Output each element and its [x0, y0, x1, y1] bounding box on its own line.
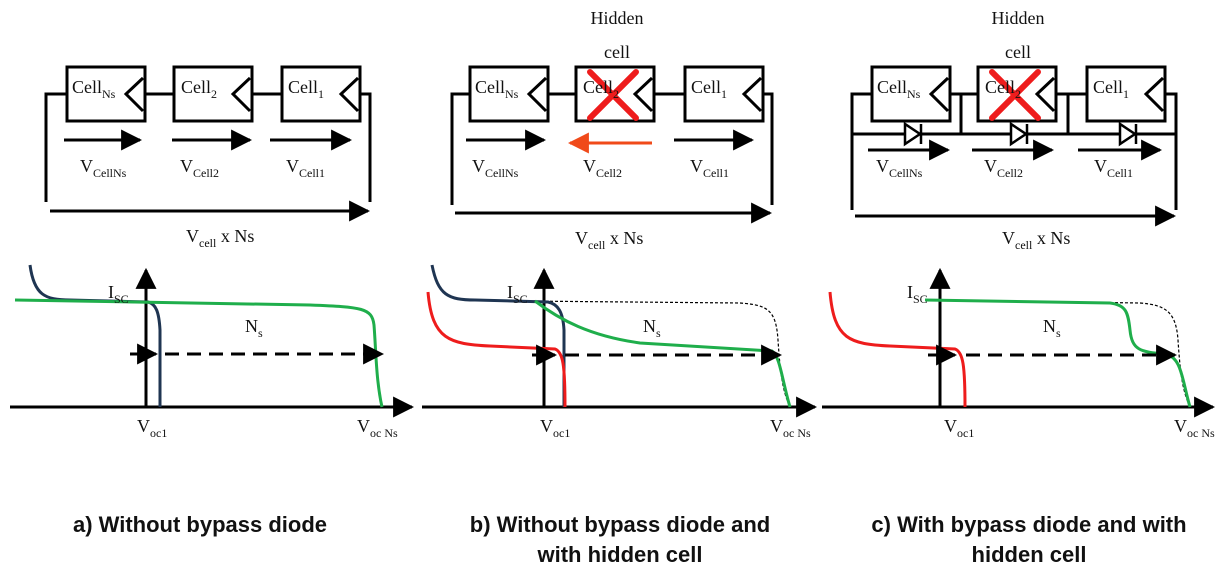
cell-label: CellNs — [475, 77, 519, 101]
curve-single-cell — [28, 264, 162, 407]
cell-label: Cell2 — [583, 77, 619, 101]
cell-triangle-2 — [632, 76, 654, 113]
caption-line: with hidden cell — [537, 542, 703, 567]
cell-label: Cell1 — [1093, 77, 1129, 101]
isc-label: ISC — [907, 282, 928, 306]
cell-triangle-ns — [928, 76, 950, 113]
cell-label: Cell1 — [691, 77, 727, 101]
cell-label: Cell1 — [288, 77, 324, 101]
caption-c: c) With bypass diode and with hidden cel… — [842, 510, 1216, 570]
circuit-a — [44, 65, 372, 222]
cell-triangle-1 — [338, 76, 360, 113]
curve-ns-cells — [534, 299, 792, 408]
bypass-diode-icon — [1118, 121, 1138, 147]
total-voltage-label: Vcell x Ns — [575, 228, 643, 252]
bypass-diode-icon — [903, 121, 923, 147]
total-voltage-label: Vcell x Ns — [1002, 228, 1070, 252]
voltage-label: VCell1 — [286, 156, 325, 180]
caption-line: b) Without bypass diode and — [469, 512, 771, 537]
hidden-cell-label: cell — [1005, 42, 1031, 62]
voc1-label: Voc1 — [944, 416, 974, 440]
wire-right — [1165, 92, 1178, 210]
hidden-cell-label: cell — [604, 42, 630, 62]
caption-line: c) With bypass diode and with — [871, 512, 1187, 537]
hidden-cross-icon — [587, 69, 639, 121]
circuit-b — [450, 65, 774, 224]
wire-right — [763, 92, 774, 205]
caption-line: hidden cell — [971, 542, 1087, 567]
hidden-cross-icon — [989, 69, 1041, 121]
panel-b: Hidden cell CellNs Cell2 Cell1 VCellNs V… — [422, 8, 818, 440]
panel-a: CellNs Cell2 Cell1 VCellNs VCell2 VCell1… — [10, 65, 415, 440]
hidden-cell-label: Hidden — [591, 8, 644, 28]
caption-line: a) Without bypass diode — [72, 512, 328, 537]
wire-left — [44, 92, 67, 202]
voc1-label: Voc1 — [540, 416, 570, 440]
voltage-label: VCell1 — [1094, 156, 1133, 180]
isc-label: ISC — [507, 282, 528, 306]
voltage-label: VCell1 — [690, 156, 729, 180]
wire-right — [360, 92, 372, 202]
cell-triangle-ns — [526, 76, 548, 113]
vocns-label: Voc Ns — [770, 416, 811, 440]
voltage-label: VCell2 — [984, 156, 1023, 180]
voltage-label: VCellNs — [472, 156, 519, 180]
caption-b: b) Without bypass diode and with hidden … — [440, 510, 800, 570]
wire-left — [850, 92, 872, 210]
ns-label: Ns — [1043, 316, 1061, 340]
voltage-label: VCell2 — [180, 156, 219, 180]
wire-left — [450, 92, 470, 205]
bypass-diode-icon — [1009, 121, 1029, 147]
cell-triangle-1 — [1143, 76, 1165, 113]
iv-plot-a — [10, 264, 415, 418]
voltage-label: VCell2 — [583, 156, 622, 180]
cell-label: CellNs — [72, 77, 116, 101]
cell-triangle-1 — [741, 76, 763, 113]
caption-a: a) Without bypass diode — [40, 510, 360, 540]
voc1-label: Voc1 — [137, 416, 167, 440]
vocns-label: Voc Ns — [357, 416, 398, 440]
cell-label: CellNs — [877, 77, 921, 101]
cell-triangle-2 — [1034, 76, 1056, 113]
hidden-cell-label: Hidden — [992, 8, 1045, 28]
curve-hidden-cell — [426, 291, 567, 408]
voltage-label: VCellNs — [876, 156, 923, 180]
cell-triangle-ns — [123, 76, 145, 113]
vocns-label: Voc Ns — [1174, 416, 1215, 440]
cell-label: Cell2 — [181, 77, 217, 101]
curve-ns-cells-bypass — [924, 298, 1192, 408]
curve-hidden-cell — [828, 291, 967, 408]
ns-label: Ns — [643, 316, 661, 340]
ns-label: Ns — [245, 316, 263, 340]
cell-triangle-2 — [230, 76, 252, 113]
iv-plot-c — [822, 267, 1216, 418]
curve-ns-cells — [14, 298, 384, 408]
cell-label: Cell2 — [985, 77, 1021, 101]
iv-plot-b — [422, 264, 818, 418]
isc-label: ISC — [108, 282, 129, 306]
total-voltage-label: Vcell x Ns — [186, 226, 254, 250]
voltage-label: VCellNs — [80, 156, 127, 180]
panel-c: Hidden cell — [822, 8, 1216, 440]
